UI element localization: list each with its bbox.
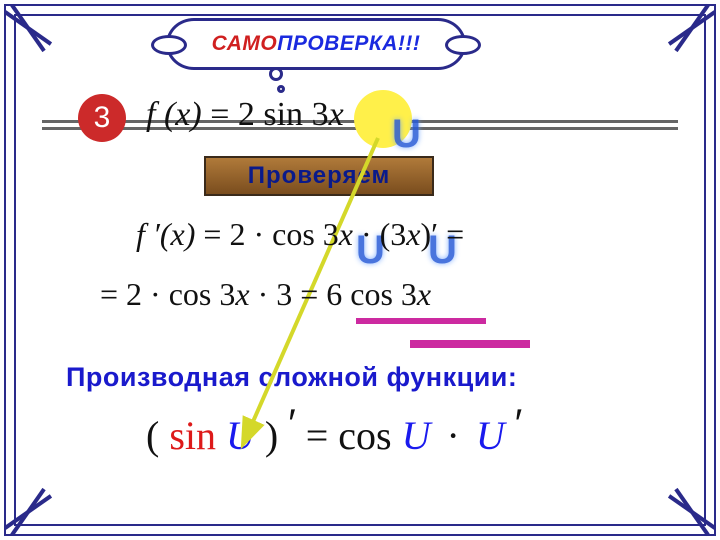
ghost-u-icon: U — [392, 112, 421, 157]
fx: f (x) — [146, 96, 202, 133]
corner-stroke-tl — [0, 0, 56, 56]
coef: 2 — [229, 216, 245, 252]
check-plaque: Проверяем — [204, 156, 434, 196]
underline-2 — [410, 340, 530, 348]
subtitle: Производная сложной функции: — [66, 362, 694, 393]
slide-frame: САМОПРОВЕРКА!!! 3 U f (x) = 2 sin 3x Про… — [4, 4, 716, 536]
eq: = — [306, 413, 329, 458]
argx: x — [406, 216, 420, 252]
corner-stroke-br — [664, 484, 720, 540]
problem-number-badge: 3 — [78, 94, 126, 142]
paren: ( — [146, 413, 159, 458]
plaque-text: Проверяем — [248, 162, 391, 190]
var-u: U — [402, 413, 431, 458]
var-u: U — [476, 413, 505, 458]
paren: ) — [265, 413, 278, 458]
bubble-lobe — [151, 35, 187, 55]
arg3: 3 — [390, 216, 406, 252]
fn-cos: cos — [169, 276, 212, 312]
dot: · — [361, 216, 372, 252]
fn-cos: cos — [272, 216, 315, 252]
corner-stroke-tr — [664, 0, 720, 56]
arg3: 3 — [401, 276, 417, 312]
eq: = — [100, 276, 118, 312]
equation-derivative-step2: = 2 · cos 3x · 3 = 6 cos 3x — [100, 276, 431, 313]
coef6: 6 — [326, 276, 342, 312]
underline-1 — [356, 318, 486, 324]
paren-prime: )′ — [420, 216, 438, 252]
eq: = — [203, 216, 221, 252]
eq: = — [300, 276, 318, 312]
dot: · — [253, 216, 264, 252]
eq: = — [210, 96, 229, 133]
equation-original: f (x) = 2 sin 3x — [146, 96, 344, 134]
problem-number: 3 — [94, 101, 111, 135]
argx: x — [339, 216, 353, 252]
paren: ( — [380, 216, 391, 252]
dot: · — [441, 413, 466, 458]
fn-cos: cos — [338, 413, 391, 458]
prime: ′ — [515, 402, 523, 446]
arg3: 3 — [323, 216, 339, 252]
bubble-tail — [269, 67, 283, 81]
title-part1: САМО — [212, 32, 278, 55]
fn-cos: cos — [350, 276, 393, 312]
var-u: U — [226, 413, 255, 458]
title-bubble: САМОПРОВЕРКА!!! — [166, 18, 466, 70]
fn-sin: sin — [263, 96, 303, 133]
bubble-tail — [277, 85, 285, 93]
eq: = — [446, 216, 464, 252]
bubble-lobe — [445, 35, 481, 55]
coef3: 3 — [276, 276, 292, 312]
arg3: 3 — [312, 96, 329, 133]
fn-sin: sin — [169, 413, 216, 458]
dot: · — [150, 276, 161, 312]
chain-rule-formula: ( sin U ) ′ = cos U · U ′ — [146, 412, 522, 459]
arg3: 3 — [219, 276, 235, 312]
coef: 2 — [126, 276, 142, 312]
fprime: f ′(x) — [136, 216, 195, 252]
equation-derivative-step1: f ′(x) = 2 · cos 3x · (3x)′ = — [136, 216, 464, 253]
argx: x — [417, 276, 431, 312]
prime: ′ — [288, 402, 296, 446]
dot: · — [258, 276, 269, 312]
argx: x — [235, 276, 249, 312]
argx: x — [329, 96, 344, 133]
title-part2: ПРОВЕРКА!!! — [277, 32, 420, 55]
coef: 2 — [238, 96, 255, 133]
corner-stroke-bl — [0, 484, 56, 540]
